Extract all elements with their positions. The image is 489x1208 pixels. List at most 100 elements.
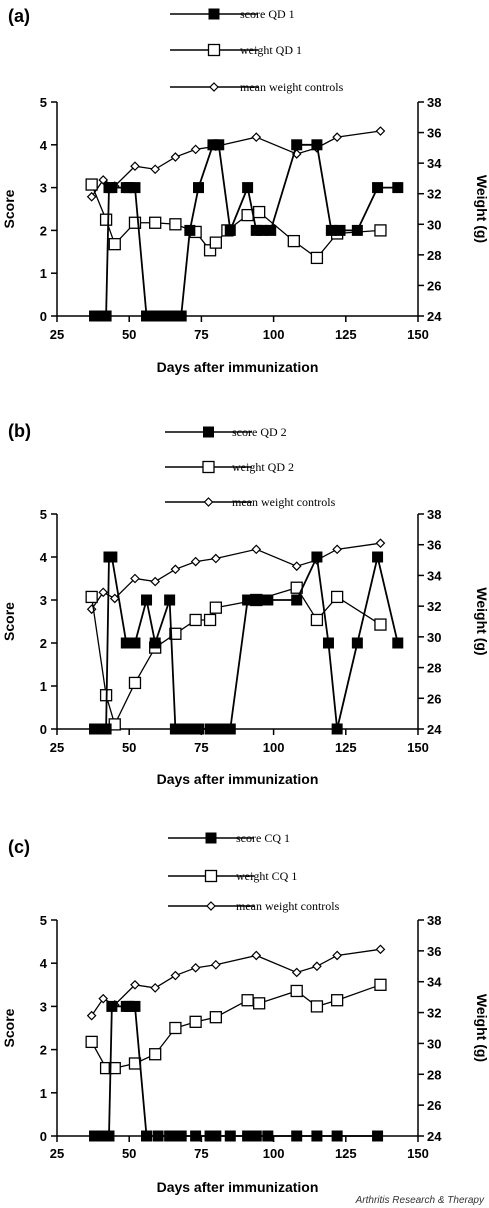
y-right-axis-label: Weight (g) (474, 587, 489, 655)
x-tick-label: 75 (194, 327, 208, 342)
data-point (251, 132, 262, 143)
data-point (86, 191, 97, 202)
y-left-tick-label: 1 (40, 1086, 47, 1101)
panel-label: (b) (8, 421, 31, 441)
data-point (311, 1130, 323, 1142)
legend-label: weight CQ 1 (236, 869, 297, 883)
legend-entry: mean weight controls (170, 80, 344, 94)
legend-marker (205, 832, 217, 844)
data-point (310, 613, 324, 627)
y-left-axis-label: Score (1, 189, 17, 228)
y-right-tick-label: 34 (427, 156, 442, 171)
y-right-tick-label: 24 (427, 1129, 442, 1144)
data-point (149, 1048, 162, 1061)
data-point (291, 594, 303, 606)
legend-label: score QD 1 (240, 7, 295, 21)
data-point (374, 618, 387, 631)
data-point (392, 182, 404, 194)
data-point (190, 144, 201, 155)
series-0 (89, 551, 404, 735)
x-tick-label: 50 (122, 740, 136, 755)
legend-entry: score CQ 1 (168, 831, 290, 845)
data-point (291, 967, 302, 978)
data-point (106, 182, 118, 194)
data-point (210, 959, 221, 970)
x-axis-label: Days after immunization (157, 359, 319, 375)
y-left-axis-label: Score (1, 602, 17, 641)
data-point (130, 161, 140, 172)
x-tick-label: 150 (407, 740, 429, 755)
data-point (130, 979, 140, 990)
y-right-tick-label: 38 (427, 95, 441, 110)
data-point (141, 594, 153, 606)
legend-entry: weight CQ 1 (168, 869, 297, 883)
data-point (128, 676, 142, 690)
data-point (330, 590, 344, 604)
data-point (241, 994, 254, 1007)
legend-marker (208, 8, 220, 20)
legend-label: weight QD 1 (240, 43, 302, 57)
data-point (374, 978, 387, 991)
y-right-tick-label: 36 (427, 944, 441, 959)
legend-marker (209, 82, 219, 92)
data-point (312, 961, 322, 972)
panel-label: (c) (8, 837, 30, 857)
data-point (193, 182, 205, 194)
data-point (291, 561, 302, 572)
y-left-tick-label: 2 (40, 636, 47, 651)
y-right-tick-label: 26 (427, 691, 441, 706)
y-left-tick-label: 4 (40, 956, 48, 971)
y-left-tick-label: 0 (40, 309, 47, 324)
data-point (310, 1000, 324, 1013)
data-point (372, 551, 384, 563)
data-point (141, 1130, 153, 1142)
data-point (287, 234, 300, 248)
legend-entry: score QD 1 (170, 7, 295, 21)
data-point (129, 182, 141, 194)
data-point (372, 1130, 384, 1142)
data-point (175, 310, 187, 322)
data-point (210, 1130, 222, 1142)
data-point (108, 238, 121, 251)
y-right-tick-label: 30 (427, 1036, 441, 1051)
legend-label: mean weight controls (232, 495, 336, 509)
data-point (128, 216, 142, 229)
data-point (262, 594, 274, 606)
y-right-tick-label: 32 (427, 1006, 441, 1021)
data-point (209, 601, 222, 614)
legend-entry: weight QD 2 (165, 460, 294, 474)
data-point (253, 205, 266, 219)
data-point (85, 590, 98, 604)
series-0 (89, 1000, 384, 1142)
data-point (103, 1130, 115, 1142)
publisher-credit: Arthritis Research & Therapy (355, 1195, 485, 1206)
legend-marker (204, 869, 218, 883)
data-point (251, 950, 262, 961)
data-point (331, 1130, 343, 1142)
data-point (203, 613, 217, 627)
y-right-tick-label: 26 (427, 278, 441, 293)
data-point (224, 224, 236, 236)
data-point (291, 1130, 303, 1142)
data-point (311, 139, 323, 151)
y-right-tick-label: 32 (427, 187, 441, 202)
y-right-tick-label: 28 (427, 248, 441, 263)
data-point (262, 1130, 274, 1142)
y-right-tick-label: 32 (427, 599, 441, 614)
x-tick-label: 125 (335, 740, 357, 755)
data-point (150, 983, 161, 993)
legend-entry: weight QD 1 (170, 43, 302, 57)
series-1 (85, 978, 387, 1075)
y-left-tick-label: 3 (40, 593, 47, 608)
x-tick-label: 25 (50, 327, 64, 342)
data-point (106, 1000, 118, 1012)
data-point (85, 1035, 98, 1049)
data-point (265, 224, 277, 236)
y-right-tick-label: 34 (427, 568, 442, 583)
legend-marker (203, 426, 214, 438)
data-point (253, 997, 266, 1010)
x-tick-label: 100 (263, 327, 285, 342)
data-point (250, 1130, 262, 1142)
data-point (310, 251, 324, 265)
